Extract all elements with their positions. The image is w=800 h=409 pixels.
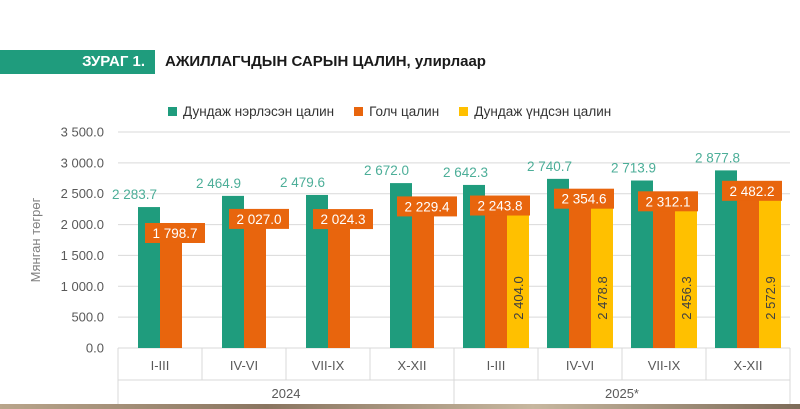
legend-item-basic: Дундаж үндсэн цалин bbox=[459, 104, 611, 119]
legend-swatch-nominal bbox=[168, 107, 177, 116]
legend-swatch-basic bbox=[459, 107, 469, 116]
figure-label: ЗУРАГ 1. bbox=[0, 50, 155, 74]
y-axis-label: Мянган төгрөг bbox=[28, 197, 43, 282]
data-label-median: 2 024.3 bbox=[320, 212, 365, 227]
bar-series0-cat6 bbox=[631, 180, 653, 348]
data-label-median: 2 027.0 bbox=[236, 212, 281, 227]
data-label-median: 2 243.8 bbox=[477, 199, 522, 214]
figure-title: АЖИЛЛАГЧДЫН САРЫН ЦАЛИН, улирлаар bbox=[165, 50, 486, 74]
x-tick-label: I-III bbox=[487, 358, 506, 373]
data-label-median: 2 354.6 bbox=[561, 192, 606, 207]
bar-series0-cat1 bbox=[222, 195, 244, 348]
y-tick-label: 3 500.0 bbox=[61, 125, 104, 140]
data-label-box-median bbox=[470, 195, 530, 216]
y-tick-label: 3 000.0 bbox=[61, 155, 104, 170]
data-label-basic: 2 404.0 bbox=[511, 276, 526, 319]
data-label-median: 2 312.1 bbox=[645, 194, 690, 209]
bar-series1-cat4 bbox=[485, 209, 507, 348]
data-label-basic: 2 478.8 bbox=[595, 276, 610, 319]
bar-series0-cat4 bbox=[463, 184, 485, 348]
x-tick-label: X-XII bbox=[398, 358, 427, 373]
data-label-box-median bbox=[638, 191, 698, 212]
bar-series1-cat1 bbox=[244, 222, 266, 348]
data-label-nominal: 2 713.9 bbox=[611, 161, 656, 176]
bar-series0-cat7 bbox=[715, 170, 737, 348]
data-label-nominal: 2 283.7 bbox=[112, 187, 157, 202]
legend-swatch-median bbox=[354, 107, 364, 116]
x-tick-label: VII-IX bbox=[312, 358, 345, 373]
bar-series1-cat5 bbox=[569, 202, 591, 348]
x-tick-label: IV-VI bbox=[566, 358, 594, 373]
x-tick-label: X-XII bbox=[734, 358, 763, 373]
data-label-box-median bbox=[145, 222, 205, 243]
data-label-median: 2 229.4 bbox=[404, 199, 450, 214]
x-group-label: 2025* bbox=[605, 386, 639, 401]
x-group-label: 2024 bbox=[272, 386, 301, 401]
bar-series1-cat6 bbox=[653, 205, 675, 348]
legend-item-nominal: Дундаж нэрлэсэн цалин bbox=[168, 104, 334, 119]
data-label-box-median bbox=[554, 188, 614, 209]
data-label-median: 1 798.7 bbox=[152, 226, 197, 241]
data-label-box-median bbox=[313, 209, 373, 230]
bar-series0-cat5 bbox=[547, 178, 569, 348]
data-label-box-median bbox=[722, 180, 782, 201]
data-label-nominal: 2 464.9 bbox=[196, 176, 241, 191]
bottom-decor-strip bbox=[0, 404, 800, 409]
data-label-nominal: 2 672.0 bbox=[364, 163, 409, 178]
bar-series2-cat6 bbox=[675, 196, 697, 348]
bar-series2-cat7 bbox=[759, 189, 781, 348]
bar-series1-cat3 bbox=[412, 210, 434, 348]
bar-series0-cat2 bbox=[306, 194, 328, 348]
data-label-basic: 2 456.3 bbox=[679, 276, 694, 319]
y-tick-label: 1 000.0 bbox=[61, 279, 104, 294]
bar-series1-cat7 bbox=[737, 194, 759, 348]
figure-title-sub: улирлаар bbox=[414, 53, 486, 70]
x-tick-label: I-III bbox=[151, 358, 170, 373]
y-tick-label: 500.0 bbox=[71, 310, 104, 325]
figure-title-main: АЖИЛЛАГЧДЫН САРЫН ЦАЛИН, bbox=[165, 53, 411, 70]
data-label-median: 2 482.2 bbox=[729, 184, 774, 199]
chart-legend: Дундаж нэрлэсэн цалин Голч цалин Дундаж … bbox=[168, 104, 611, 119]
bar-series1-cat2 bbox=[328, 223, 350, 348]
bar-series0-cat3 bbox=[390, 183, 412, 348]
bar-series2-cat4 bbox=[507, 199, 529, 348]
x-tick-label: VII-IX bbox=[648, 358, 681, 373]
data-label-basic: 2 572.9 bbox=[763, 276, 778, 319]
bar-series1-cat0 bbox=[160, 236, 182, 348]
data-label-nominal: 2 479.6 bbox=[280, 175, 325, 190]
data-label-box-median bbox=[229, 208, 289, 229]
bar-series2-cat5 bbox=[591, 195, 613, 348]
legend-label-nominal: Дундаж нэрлэсэн цалин bbox=[183, 104, 335, 119]
legend-item-median: Голч цалин bbox=[354, 104, 439, 119]
y-tick-label: 2 500.0 bbox=[61, 186, 104, 201]
data-label-nominal: 2 740.7 bbox=[527, 159, 572, 174]
legend-label-median: Голч цалин bbox=[369, 104, 440, 119]
y-tick-label: 0.0 bbox=[86, 341, 104, 356]
data-label-nominal: 2 642.3 bbox=[443, 165, 488, 180]
y-tick-label: 1 500.0 bbox=[61, 248, 104, 263]
legend-label-basic: Дундаж үндсэн цалин bbox=[474, 104, 612, 119]
data-label-nominal: 2 877.8 bbox=[695, 150, 740, 165]
x-tick-label: IV-VI bbox=[230, 358, 258, 373]
y-tick-label: 2 000.0 bbox=[61, 217, 104, 232]
data-label-box-median bbox=[397, 196, 457, 217]
